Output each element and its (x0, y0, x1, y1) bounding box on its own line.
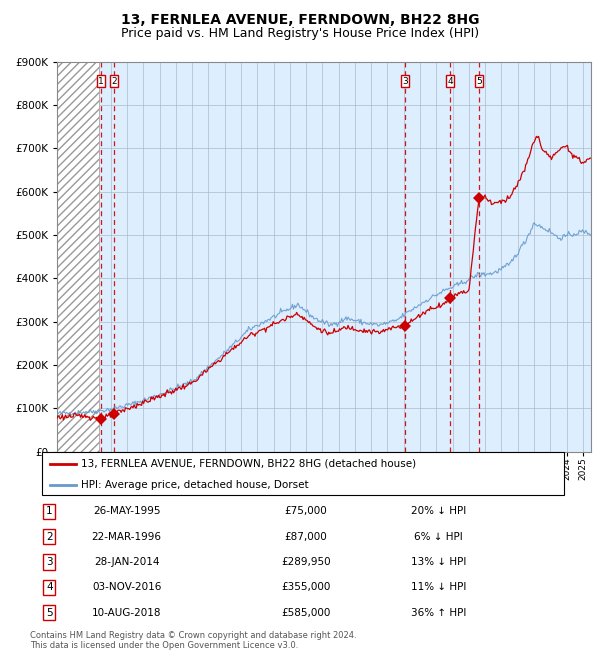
Text: 2: 2 (112, 77, 117, 86)
Text: 3: 3 (402, 77, 408, 86)
Text: 4: 4 (46, 582, 53, 592)
Text: 22-MAR-1996: 22-MAR-1996 (92, 532, 161, 541)
Text: £75,000: £75,000 (284, 506, 328, 516)
Text: 1: 1 (98, 77, 104, 86)
Text: This data is licensed under the Open Government Licence v3.0.: This data is licensed under the Open Gov… (30, 641, 298, 650)
Text: 10-AUG-2018: 10-AUG-2018 (92, 608, 161, 617)
Text: Price paid vs. HM Land Registry's House Price Index (HPI): Price paid vs. HM Land Registry's House … (121, 27, 479, 40)
Text: 36% ↑ HPI: 36% ↑ HPI (411, 608, 466, 617)
Bar (57, 62, 100, 452)
Text: £355,000: £355,000 (281, 582, 331, 592)
Text: 13, FERNLEA AVENUE, FERNDOWN, BH22 8HG: 13, FERNLEA AVENUE, FERNDOWN, BH22 8HG (121, 13, 479, 27)
Text: 20% ↓ HPI: 20% ↓ HPI (411, 506, 466, 516)
Text: 03-NOV-2016: 03-NOV-2016 (92, 582, 161, 592)
Text: £289,950: £289,950 (281, 557, 331, 567)
Text: 3: 3 (46, 557, 53, 567)
Text: 13% ↓ HPI: 13% ↓ HPI (411, 557, 466, 567)
Text: HPI: Average price, detached house, Dorset: HPI: Average price, detached house, Dors… (81, 480, 309, 489)
Text: 28-JAN-2014: 28-JAN-2014 (94, 557, 160, 567)
Text: 4: 4 (447, 77, 453, 86)
Text: 5: 5 (46, 608, 53, 617)
Text: £585,000: £585,000 (281, 608, 331, 617)
Text: 13, FERNLEA AVENUE, FERNDOWN, BH22 8HG (detached house): 13, FERNLEA AVENUE, FERNDOWN, BH22 8HG (… (81, 459, 416, 469)
Text: 6% ↓ HPI: 6% ↓ HPI (414, 532, 463, 541)
Text: £87,000: £87,000 (284, 532, 328, 541)
Text: 2: 2 (46, 532, 53, 541)
Text: Contains HM Land Registry data © Crown copyright and database right 2024.: Contains HM Land Registry data © Crown c… (30, 630, 356, 640)
Text: 5: 5 (476, 77, 482, 86)
Text: 26-MAY-1995: 26-MAY-1995 (93, 506, 160, 516)
Text: 11% ↓ HPI: 11% ↓ HPI (411, 582, 466, 592)
Text: 1: 1 (46, 506, 53, 516)
